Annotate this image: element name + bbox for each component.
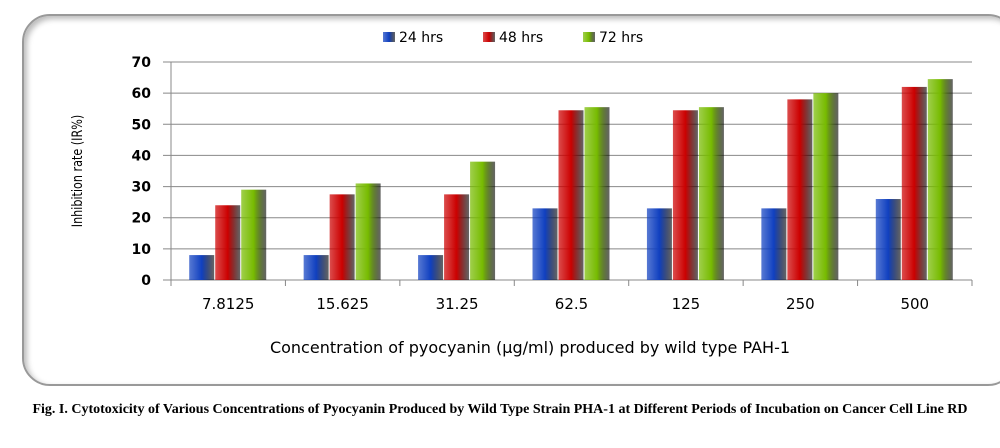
x-tick-label: 7.8125	[202, 295, 255, 313]
bar-24-hrs	[418, 255, 444, 280]
x-axis-label: Concentration of pyocyanin (µg/ml) produ…	[270, 338, 790, 357]
figure-caption: Fig. I. Cytotoxicity of Various Concentr…	[32, 402, 968, 417]
legend-swatch	[583, 32, 595, 42]
bar-72-hrs	[698, 107, 724, 281]
bar-48-hrs	[901, 86, 927, 281]
y-tick-label: 40	[132, 148, 152, 164]
y-tick-label: 70	[132, 55, 152, 71]
chart-frame	[22, 14, 1000, 386]
y-tick-label: 30	[132, 180, 152, 196]
x-tick-label: 500	[900, 295, 929, 313]
bar-48-hrs	[558, 110, 584, 281]
bar-24-hrs	[189, 255, 215, 280]
y-axis-label: Inhibition rate (IR%)	[69, 115, 86, 227]
y-tick-label: 10	[132, 242, 152, 258]
y-tick-label: 20	[132, 211, 152, 227]
legend-label: 24 hrs	[399, 30, 443, 46]
bar-chart: 0 10 20 30 40 50 60 70 7.8125 15.625 31.25 62.5 125 2…	[69, 30, 973, 357]
bar-24-hrs	[532, 208, 558, 280]
bar-48-hrs	[329, 194, 355, 280]
bar-24-hrs	[875, 199, 901, 280]
bar-72-hrs	[927, 79, 953, 280]
x-tick-label: 250	[786, 295, 815, 313]
y-tick-label: 0	[141, 273, 151, 289]
x-tick-label: 15.625	[316, 295, 369, 313]
legend-swatch	[383, 32, 395, 42]
bar-24-hrs	[761, 208, 787, 280]
bar-48-hrs	[444, 194, 470, 280]
x-tick-label: 62.5	[555, 295, 588, 313]
legend-label: 72 hrs	[599, 30, 643, 46]
legend-label: 48 hrs	[499, 30, 543, 46]
bar-72-hrs	[241, 189, 267, 280]
bar-72-hrs	[813, 93, 839, 281]
bar-72-hrs	[470, 161, 496, 280]
legend-swatch	[483, 32, 495, 42]
bar-72-hrs	[355, 183, 381, 280]
y-tick-label: 60	[132, 86, 152, 102]
bar-48-hrs	[672, 110, 698, 281]
y-tick-label: 50	[132, 117, 152, 133]
bar-24-hrs	[303, 255, 329, 280]
bar-24-hrs	[646, 208, 672, 280]
bar-48-hrs	[787, 99, 813, 280]
bar-48-hrs	[215, 205, 241, 280]
x-tick-label: 125	[672, 295, 701, 313]
x-tick-label: 31.25	[436, 295, 479, 313]
bar-72-hrs	[584, 107, 610, 281]
